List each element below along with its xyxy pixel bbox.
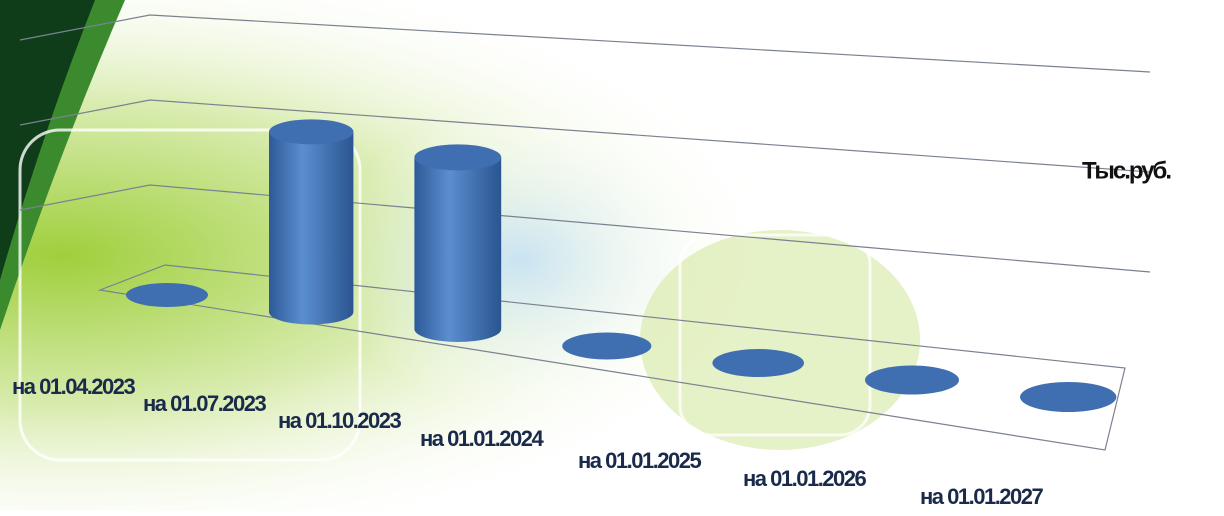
background-swoosh — [0, 0, 95, 280]
cylinder-base — [865, 365, 959, 395]
background-frame — [18, 128, 362, 462]
cylinder-base — [126, 283, 208, 307]
grid-line — [19, 14, 1151, 73]
x-tick-label: на 01.04.2023 — [12, 374, 136, 399]
x-tick-label: на 01.01.2026 — [743, 466, 867, 491]
cylinder-base — [1019, 382, 1117, 412]
grid-line — [19, 99, 1151, 173]
cylinder-base — [712, 349, 804, 377]
plot — [126, 119, 1117, 412]
x-tick-label: на 01.01.2027 — [920, 484, 1044, 509]
background-glow — [640, 230, 920, 450]
floor — [97, 264, 1126, 451]
x-tick-label: на 01.10.2023 — [278, 408, 402, 433]
x-tick-label: на 01.07.2023 — [143, 391, 267, 416]
x-tick-label: на 01.01.2024 — [420, 426, 545, 451]
background-frame — [678, 233, 872, 437]
unit-label: Тыс.руб. — [1082, 157, 1171, 184]
cylinder-top — [269, 119, 354, 145]
grid-line — [19, 184, 1151, 273]
cylinder-base — [562, 332, 652, 360]
cylinder-body — [269, 131, 354, 325]
grid — [19, 14, 1151, 451]
cylinder-top — [414, 144, 502, 171]
cylinder-body — [414, 157, 502, 342]
x-tick-label: на 01.01.2025 — [578, 448, 702, 473]
